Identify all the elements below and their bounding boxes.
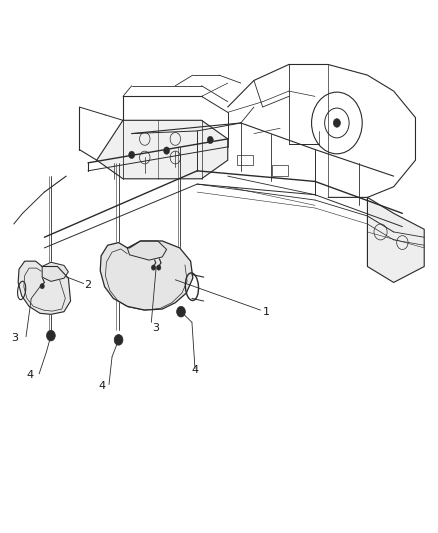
- Text: 3: 3: [11, 333, 18, 343]
- Polygon shape: [42, 262, 68, 281]
- Polygon shape: [18, 261, 71, 314]
- Polygon shape: [367, 197, 424, 282]
- Polygon shape: [100, 241, 193, 310]
- Text: 1: 1: [263, 306, 270, 317]
- Circle shape: [151, 265, 155, 270]
- Text: 3: 3: [152, 324, 159, 333]
- Bar: [237, 155, 253, 165]
- Circle shape: [333, 119, 340, 127]
- Circle shape: [177, 306, 185, 317]
- Circle shape: [46, 330, 55, 341]
- Circle shape: [156, 265, 161, 270]
- Polygon shape: [97, 120, 228, 179]
- Circle shape: [114, 335, 123, 345]
- Polygon shape: [127, 241, 166, 260]
- Text: 2: 2: [85, 280, 92, 290]
- Circle shape: [40, 284, 44, 289]
- Circle shape: [163, 147, 170, 155]
- Text: 4: 4: [192, 365, 199, 375]
- Circle shape: [129, 151, 135, 159]
- Bar: [272, 165, 288, 176]
- Text: 4: 4: [26, 370, 33, 381]
- Text: 4: 4: [99, 381, 106, 391]
- Circle shape: [207, 136, 213, 144]
